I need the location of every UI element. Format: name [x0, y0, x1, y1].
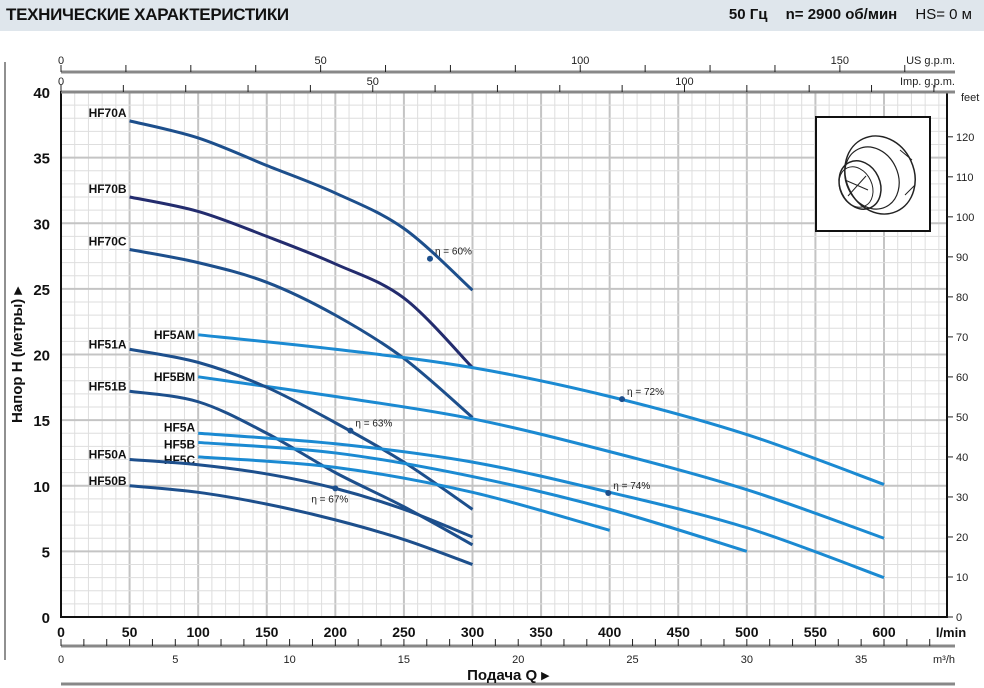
curve-hf50a [129, 458, 474, 539]
y-axis-label: Напор H (метры) ▸ [9, 286, 26, 423]
curve-hf70c [129, 248, 474, 419]
efficiency-label: η = 72% [627, 387, 664, 398]
x-tick-label: 400 [598, 624, 622, 640]
curve-label-hf70b: HF70B [89, 182, 127, 196]
feet-tick-label: 40 [956, 452, 968, 464]
feet-tick-label: 110 [956, 172, 974, 184]
efficiency-point [332, 485, 339, 492]
feet-unit-label: feet [961, 92, 979, 104]
feet-tick-label: 70 [956, 332, 968, 344]
curve-hf5a [198, 431, 885, 580]
x-tick-label: 450 [667, 624, 691, 640]
y-tick-label: 20 [33, 348, 50, 365]
curve-hf5b [198, 440, 748, 553]
feet-tick-label: 80 [956, 292, 968, 304]
imp-gpm-unit-label: Imp. g.p.m. [900, 76, 955, 88]
y-tick-label: 35 [33, 151, 50, 168]
x-tick-label: 600 [872, 624, 896, 640]
efficiency-point [426, 255, 433, 262]
curve-label-hf5bm: HF5BM [154, 370, 195, 384]
m3h-tick-label: 15 [398, 654, 410, 666]
impeller-image-frame [815, 116, 931, 232]
y-tick-label: 10 [33, 479, 50, 496]
x-tick-label: 0 [57, 624, 65, 640]
efficiency-point [619, 396, 626, 403]
curve-label-hf70a: HF70A [89, 106, 127, 120]
curve-label-hf50a: HF50A [89, 448, 127, 462]
feet-tick-label: 10 [956, 572, 968, 584]
curve-hf50b [129, 484, 474, 566]
feet-tick-label: 100 [956, 212, 974, 224]
y-tick-label: 15 [33, 413, 50, 430]
m3h-unit-label: m³/h [933, 654, 955, 666]
y-tick-label: 0 [42, 610, 50, 627]
imp-gpm-tick-label: 0 [58, 76, 64, 88]
us-gpm-tick-label: 0 [58, 55, 64, 67]
us-gpm-unit-label: US g.p.m. [906, 55, 955, 67]
efficiency-label: η = 60% [435, 247, 472, 258]
frequency: 50 Гц [728, 6, 768, 23]
curve-label-hf70c: HF70C [89, 235, 127, 249]
feet-tick-label: 0 [956, 612, 962, 624]
feet-tick-label: 20 [956, 532, 968, 544]
curve-label-hf5a: HF5A [164, 420, 196, 434]
m3h-tick-label: 20 [512, 654, 524, 666]
curve-hf70a [129, 119, 474, 292]
feet-tick-label: 60 [956, 372, 968, 384]
m3h-tick-label: 35 [855, 654, 867, 666]
header-bar: ТЕХНИЧЕСКИЕ ХАРАКТЕРИСТИКИ 50 Гц n= 2900… [0, 0, 984, 31]
m3h-tick-label: 5 [172, 654, 178, 666]
y-tick-label: 40 [33, 85, 50, 102]
feet-tick-label: 50 [956, 412, 968, 424]
efficiency-point [605, 489, 612, 496]
us-gpm-tick-label: 50 [314, 55, 326, 67]
curve-label-hf50b: HF50B [89, 474, 127, 488]
imp-gpm-tick-label: 50 [367, 76, 379, 88]
feet-tick-label: 120 [956, 132, 974, 144]
curve-hf5bm [197, 375, 885, 540]
efficiency-label: η = 74% [613, 481, 650, 492]
imp-gpm-tick-label: 100 [675, 76, 693, 88]
suction-height: HS= 0 м [915, 6, 972, 23]
y-tick-label: 5 [42, 544, 50, 561]
curve-hf5c [198, 455, 611, 532]
curve-label-hf5am: HF5AM [154, 328, 195, 342]
curve-hf51a [129, 347, 474, 511]
efficiency-label: η = 63% [355, 419, 392, 430]
curve-label-hf51b: HF51B [89, 379, 127, 393]
x-tick-label: 200 [324, 624, 348, 640]
y-tick-label: 25 [33, 282, 50, 299]
x-tick-label: 150 [255, 624, 279, 640]
impeller-icon [838, 135, 916, 215]
feet-tick-label: 90 [956, 252, 968, 264]
us-gpm-tick-label: 100 [571, 55, 589, 67]
x-tick-label: 350 [529, 624, 553, 640]
curve-hf5am [198, 333, 885, 486]
efficiency-label: η = 67% [311, 494, 348, 505]
curve-hf70b [129, 195, 474, 369]
y-tick-label: 30 [33, 216, 50, 233]
feet-tick-label: 30 [956, 492, 968, 504]
m3h-tick-label: 0 [58, 654, 64, 666]
x-tick-label: 100 [186, 624, 210, 640]
x-axis-label: Подача Q ▸ [467, 667, 550, 684]
x-tick-label: 300 [461, 624, 485, 640]
m3h-tick-label: 10 [283, 654, 295, 666]
curve-hf51b [129, 389, 474, 547]
m3h-tick-label: 30 [741, 654, 753, 666]
efficiency-point [347, 427, 354, 434]
us-gpm-tick-label: 150 [831, 55, 849, 67]
x-tick-label: 500 [735, 624, 759, 640]
x-tick-label: 50 [122, 624, 138, 640]
rotation-speed: n= 2900 об/мин [785, 6, 898, 23]
page-title: ТЕХНИЧЕСКИЕ ХАРАКТЕРИСТИКИ [6, 5, 289, 24]
x-tick-label: 250 [392, 624, 416, 640]
m3h-tick-label: 25 [626, 654, 638, 666]
x-tick-label: 550 [804, 624, 828, 640]
curve-label-hf51a: HF51A [89, 337, 127, 351]
x-unit-label: l/min [936, 625, 966, 640]
header-specs: 50 Гц n= 2900 об/мин HS= 0 м [715, 6, 972, 23]
curve-label-hf5b: HF5B [164, 437, 196, 451]
